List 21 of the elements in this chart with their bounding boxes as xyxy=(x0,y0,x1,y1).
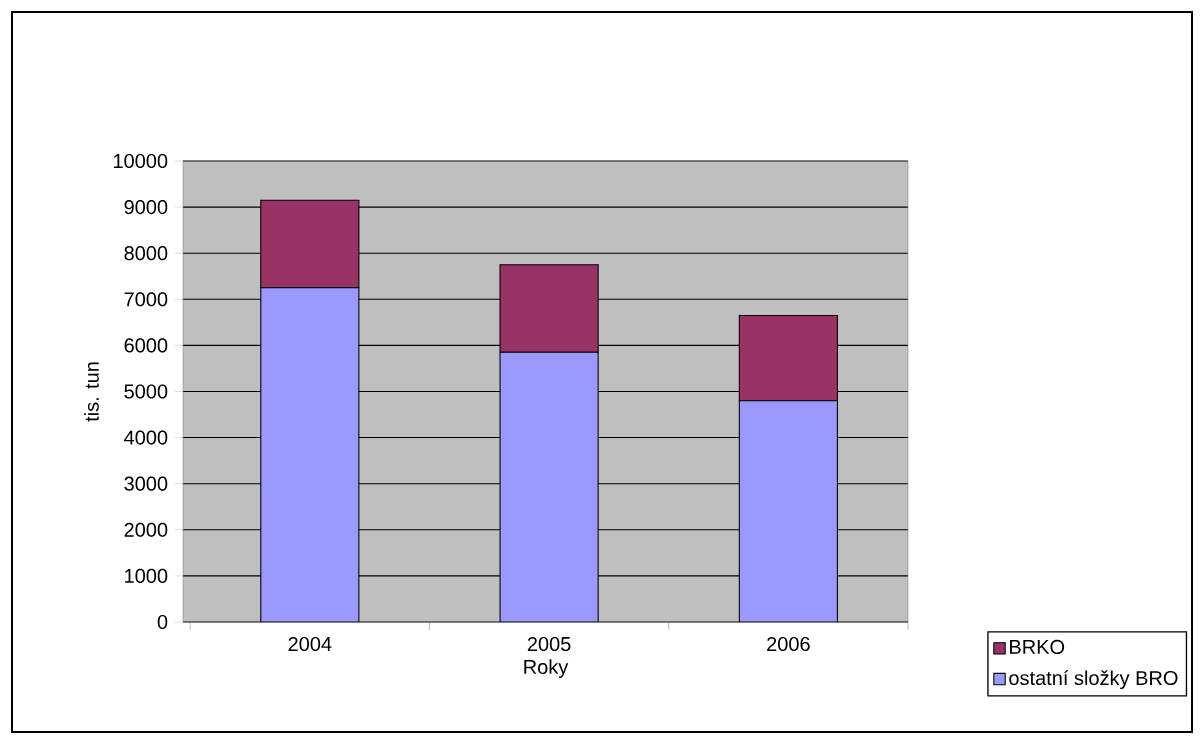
y-tick-label: 9000 xyxy=(124,200,168,215)
bar xyxy=(738,400,838,622)
x-axis-title: Roky xyxy=(524,659,569,678)
legend-label: ostatní složky BRO xyxy=(1009,670,1178,690)
x-tick-label: 2004 xyxy=(288,636,332,652)
y-tick-label: 5000 xyxy=(124,384,168,399)
y-tick-label: 0 xyxy=(157,614,168,630)
x-tick-label: 2005 xyxy=(527,636,571,652)
y-tick-label: 3000 xyxy=(124,476,168,491)
y-tick-label: 2000 xyxy=(124,522,168,537)
legend-label: BRKO xyxy=(1010,639,1065,655)
y-tick-label: 10000 xyxy=(113,153,168,169)
y-tick-label: 8000 xyxy=(124,246,168,261)
y-tick-label: 7000 xyxy=(124,292,168,307)
y-tick-label: 1000 xyxy=(125,568,168,583)
y-tick-label: 6000 xyxy=(124,338,168,353)
x-tick-label: 2006 xyxy=(767,636,810,652)
bar xyxy=(499,351,599,622)
y-axis-title: tis. tun xyxy=(84,362,99,422)
y-tick-label: 4000 xyxy=(124,430,168,445)
bar xyxy=(260,287,360,622)
